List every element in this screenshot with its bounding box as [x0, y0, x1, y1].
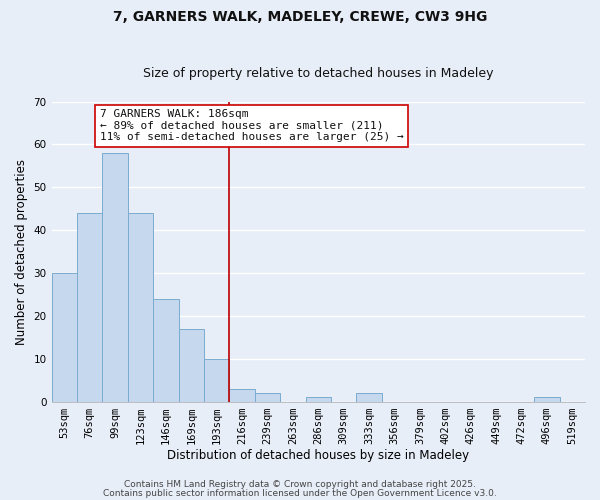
- Bar: [77, 213, 103, 402]
- Bar: [534, 398, 560, 402]
- Text: 7 GARNERS WALK: 186sqm
← 89% of detached houses are smaller (211)
11% of semi-de: 7 GARNERS WALK: 186sqm ← 89% of detached…: [100, 109, 403, 142]
- Text: Contains public sector information licensed under the Open Government Licence v3: Contains public sector information licen…: [103, 489, 497, 498]
- Y-axis label: Number of detached properties: Number of detached properties: [15, 158, 28, 344]
- Bar: [305, 398, 331, 402]
- Bar: [179, 328, 204, 402]
- Text: Contains HM Land Registry data © Crown copyright and database right 2025.: Contains HM Land Registry data © Crown c…: [124, 480, 476, 489]
- Bar: [229, 388, 255, 402]
- Bar: [255, 393, 280, 402]
- Bar: [52, 273, 77, 402]
- Text: 7, GARNERS WALK, MADELEY, CREWE, CW3 9HG: 7, GARNERS WALK, MADELEY, CREWE, CW3 9HG: [113, 10, 487, 24]
- X-axis label: Distribution of detached houses by size in Madeley: Distribution of detached houses by size …: [167, 450, 469, 462]
- Bar: [204, 358, 229, 402]
- Bar: [153, 298, 179, 402]
- Bar: [128, 213, 153, 402]
- Bar: [103, 153, 128, 402]
- Bar: [356, 393, 382, 402]
- Title: Size of property relative to detached houses in Madeley: Size of property relative to detached ho…: [143, 66, 494, 80]
